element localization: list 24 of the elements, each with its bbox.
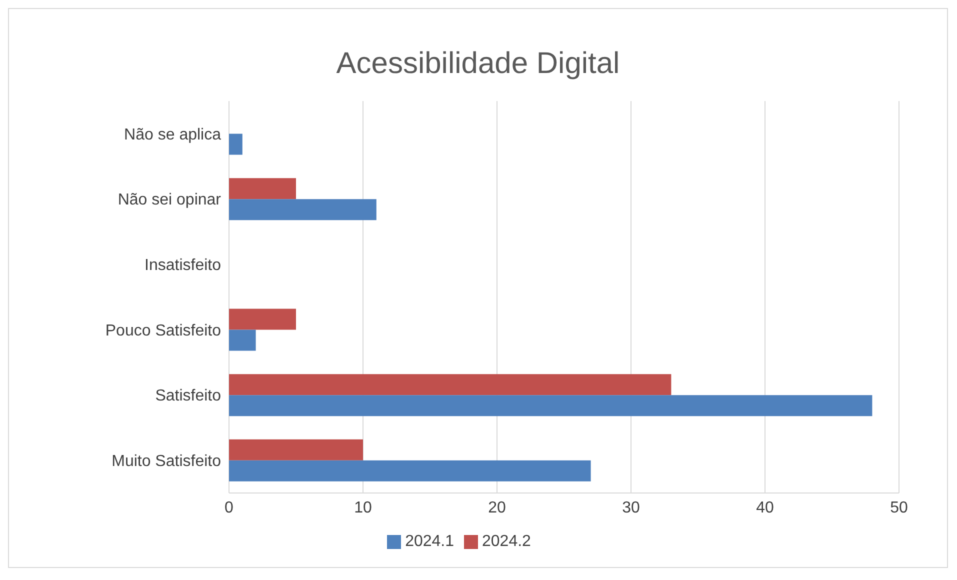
bar <box>229 199 376 220</box>
y-tick-label: Não sei opinar <box>118 192 222 209</box>
x-tick-label: 50 <box>890 499 908 516</box>
y-tick-label: Insatisfeito <box>144 257 222 274</box>
bar <box>229 330 256 351</box>
legend-label: 2024.1 <box>405 533 454 550</box>
x-tick-label: 20 <box>488 499 506 516</box>
y-tick-label: Não se aplica <box>124 126 222 144</box>
chart-title: Acessibilidade Digital <box>335 47 621 81</box>
legend-label: 2024.2 <box>482 533 531 550</box>
bar <box>229 308 296 330</box>
x-tick-label: 40 <box>756 499 774 516</box>
bar <box>229 460 591 482</box>
bar <box>229 374 672 396</box>
y-tick-label: Muito Satisfeito <box>112 453 222 470</box>
x-tick-label: 30 <box>622 499 640 516</box>
x-tick-label: 0 <box>224 499 234 516</box>
bar <box>229 178 296 200</box>
bar <box>229 134 242 155</box>
y-tick-label: Pouco Satisfeito <box>105 322 222 340</box>
y-tick-label: Satisfeito <box>155 388 222 405</box>
bar <box>229 395 872 416</box>
x-tick-label: 10 <box>354 499 372 516</box>
bar <box>229 439 363 460</box>
